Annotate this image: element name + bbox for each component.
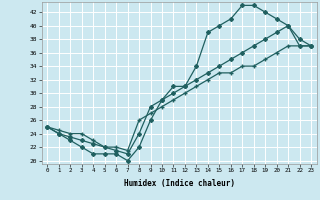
X-axis label: Humidex (Indice chaleur): Humidex (Indice chaleur) <box>124 179 235 188</box>
